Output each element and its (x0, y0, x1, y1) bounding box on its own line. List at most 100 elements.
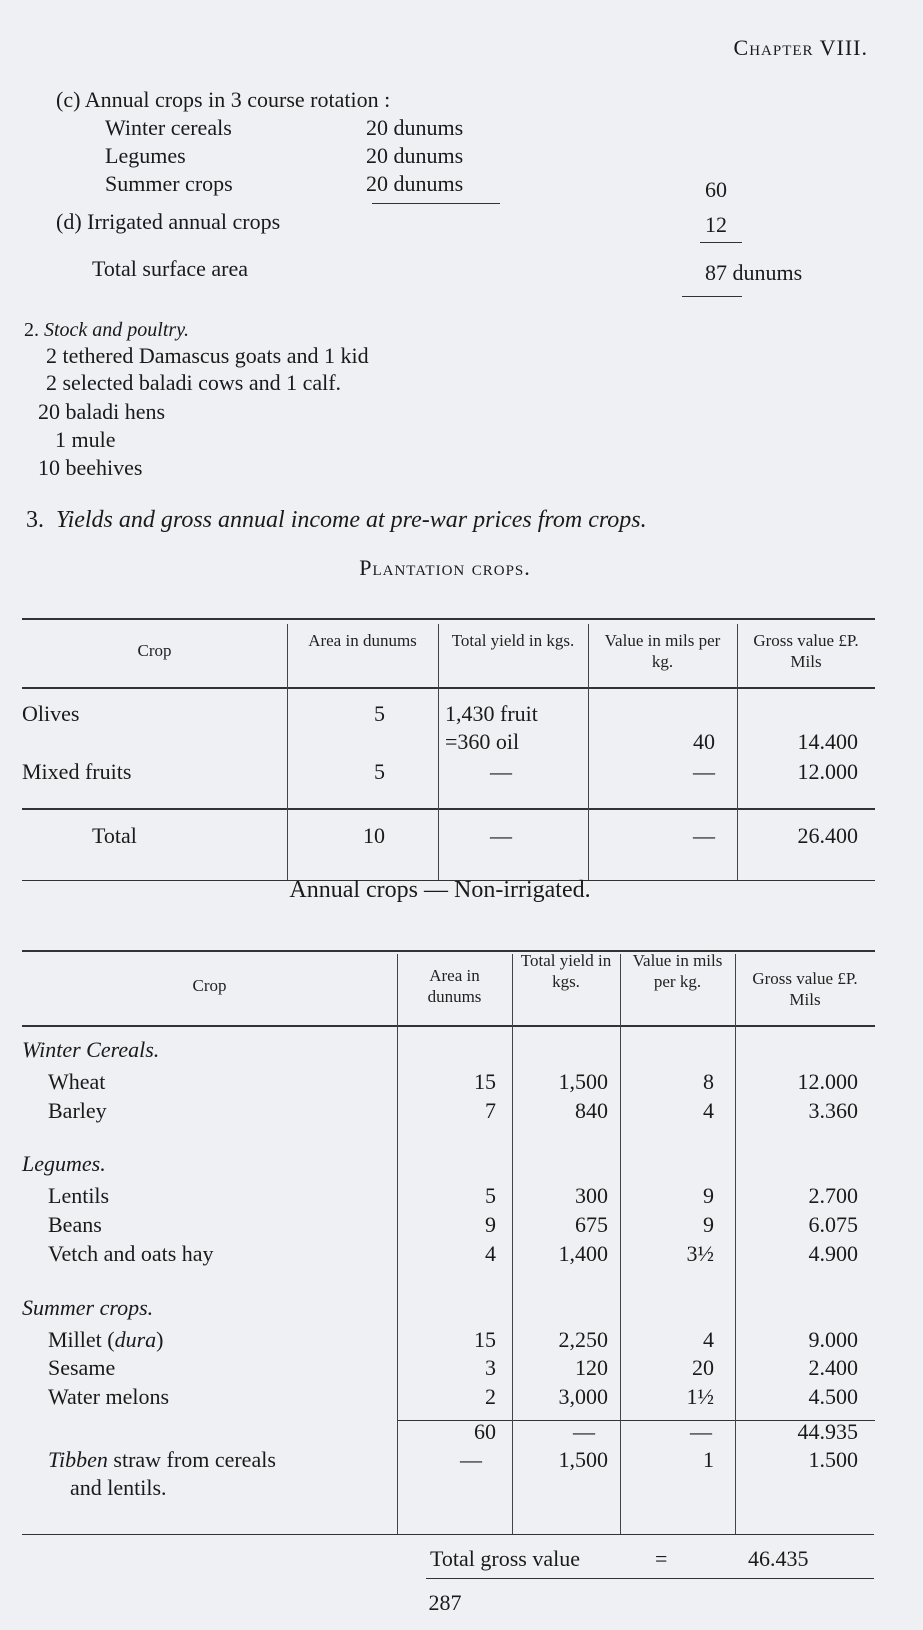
table-rule (22, 880, 875, 881)
column-rule (397, 954, 399, 1534)
cell-value: 9 (703, 1212, 714, 1237)
rotation-subtotal: 60 (705, 177, 727, 202)
cell-gross: 44.935 (797, 1419, 859, 1444)
cell-value: 1½ (686, 1384, 715, 1409)
cell-value: 9 (703, 1183, 714, 1208)
cell-crop: Lentils (48, 1183, 110, 1208)
cell-gross: 4.500 (808, 1384, 859, 1409)
cell-crop: Sesame (48, 1355, 116, 1380)
cell-yield: =360 oil (445, 729, 520, 754)
page-number: 287 (428, 1590, 462, 1615)
column-header: Area in dunums (308, 631, 417, 650)
cell-yield: — (490, 823, 512, 848)
cell-yield: 2,250 (558, 1327, 609, 1352)
cell-area: 15 (474, 1069, 496, 1094)
cell-area: 60 (474, 1419, 496, 1444)
cell-crop: Olives (22, 701, 80, 726)
cell-crop: Wheat (48, 1069, 106, 1094)
section-title: Stock and poultry. (44, 319, 189, 341)
stock-item: 20 baladi hens (38, 399, 166, 424)
cell-crop: Water melons (48, 1384, 170, 1409)
rotation-item-label: Legumes (105, 143, 186, 168)
cell-value: 4 (703, 1327, 714, 1352)
cell-value: 8 (703, 1069, 714, 1094)
cell-yield: — (573, 1419, 595, 1444)
column-header: Area in dunums (427, 966, 482, 1006)
column-header: Gross value £P. Mils (753, 631, 859, 671)
cell-gross: 26.400 (797, 823, 859, 848)
cell-area: 3 (485, 1355, 496, 1380)
total-surface-label: Total surface area (92, 256, 249, 281)
yields-heading: 3. Yields and gross annual income at pre… (26, 506, 647, 534)
divider (426, 1578, 874, 1580)
crop-text: straw from cereals (107, 1447, 276, 1472)
cell-yield: 1,430 fruit (445, 701, 538, 726)
divider (700, 242, 742, 243)
column-header: Gross value £P. Mils (752, 969, 858, 1009)
cell-yield: 3,000 (558, 1384, 609, 1409)
cell-area: 9 (485, 1212, 496, 1237)
rotation-item-label: Summer crops (105, 171, 233, 196)
cell-value: 40 (693, 729, 715, 754)
cell-area: 2 (485, 1384, 496, 1409)
cell-crop-line2: and lentils. (70, 1475, 167, 1500)
rotation-item-value: 20 dunums (366, 143, 464, 168)
cell-area: 15 (474, 1327, 496, 1352)
cell-area: 5 (485, 1183, 496, 1208)
table-rule (22, 1025, 875, 1027)
cell-yield: — (490, 759, 512, 784)
cell-crop: Tibben straw from cereals (48, 1446, 276, 1474)
table-rule (22, 808, 875, 810)
cell-yield: 840 (575, 1098, 608, 1123)
cell-gross: 14.400 (797, 729, 859, 754)
section-label: Winter Cereals. (22, 1037, 160, 1062)
cell-gross: 9.000 (808, 1327, 859, 1352)
cell-gross: 12.000 (797, 759, 859, 784)
cell-yield: 1,500 (558, 1447, 609, 1472)
divider (22, 1534, 874, 1536)
cell-gross: 12.000 (797, 1069, 859, 1094)
stock-item: 2 selected baladi cows and 1 calf. (46, 370, 342, 395)
cell-crop: Total (92, 823, 137, 848)
cell-gross: 4.900 (808, 1241, 859, 1266)
column-header: Total yield in kgs. (520, 951, 612, 991)
divider (682, 296, 742, 297)
table-rule (22, 950, 875, 952)
total-gross-equals: = (655, 1546, 668, 1571)
cell-gross: 1.500 (808, 1447, 859, 1472)
cell-area: 5 (374, 759, 385, 784)
rotation-item-label: Winter cereals (105, 115, 232, 140)
cell-area: 5 (374, 701, 385, 726)
cell-crop: Beans (48, 1212, 102, 1237)
section-title: Yields and gross annual income at pre-wa… (56, 507, 647, 533)
cell-crop: Mixed fruits (22, 759, 132, 784)
cell-crop: Millet (dura) (48, 1327, 164, 1352)
cell-yield: 1,500 (558, 1069, 609, 1094)
cell-value: 1 (703, 1447, 714, 1472)
crop-term: Tibben (48, 1447, 108, 1472)
cell-area: 7 (485, 1098, 496, 1123)
annual-title: Annual crops — Non-irrigated. (289, 877, 591, 903)
cell-value: 3½ (686, 1241, 715, 1266)
cell-yield: 1,400 (558, 1241, 609, 1266)
total-surface-value: 87 dunums (705, 260, 803, 285)
column-rule (438, 624, 440, 880)
irrigated-value: 12 (705, 212, 727, 237)
table-rule (22, 687, 875, 689)
column-rule (737, 624, 739, 880)
cell-area: 4 (485, 1241, 496, 1266)
column-rule (287, 624, 289, 880)
section-label: Summer crops. (22, 1295, 154, 1320)
rotation-item-value: 20 dunums (366, 115, 464, 140)
table-rule (22, 618, 875, 620)
column-header: Crop (137, 641, 172, 660)
cell-value: 4 (703, 1098, 714, 1123)
section-number: 2. (24, 319, 39, 341)
cell-yield: 120 (575, 1355, 608, 1380)
cell-gross: 6.075 (808, 1212, 859, 1237)
column-rule (620, 954, 622, 1534)
cell-yield: 300 (575, 1183, 608, 1208)
cell-gross: 2.400 (808, 1355, 859, 1380)
column-header: Crop (192, 976, 227, 995)
chapter-heading: Chapter VIII. (733, 35, 868, 60)
